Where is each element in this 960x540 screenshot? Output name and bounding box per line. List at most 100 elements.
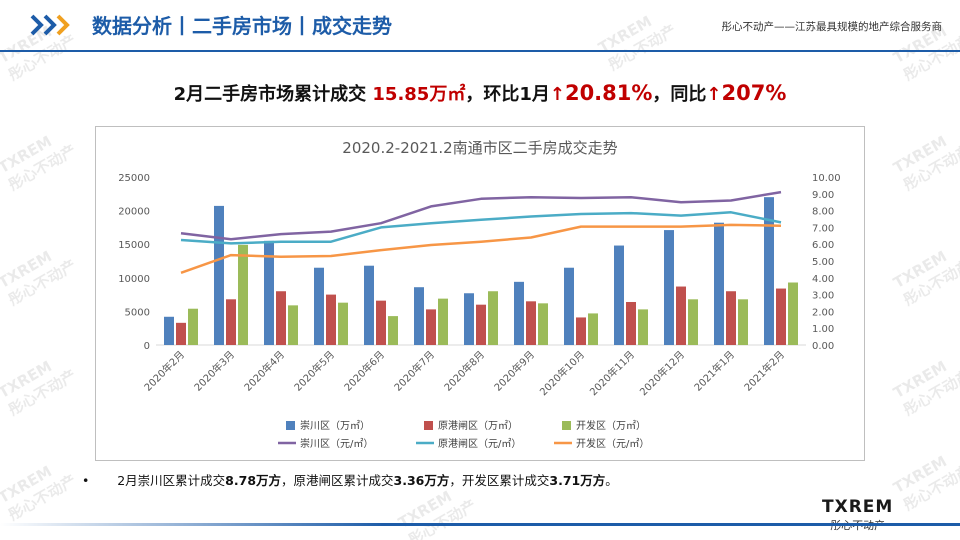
bar: [688, 299, 698, 345]
y-left-tick-label: 5000: [125, 307, 150, 318]
headline-text: ，环比1月: [465, 84, 550, 105]
legend-label: 原港闸区（万㎡）: [438, 419, 518, 432]
bullet-value: 3.36万方: [393, 473, 450, 488]
bullet-value: 3.71万方: [549, 473, 606, 488]
headline-total: 15.85万㎡: [372, 84, 466, 105]
summary-bullet: • 2月崇川区累计成交8.78万方，原港闸区累计成交3.36万方，开发区累计成交…: [82, 470, 618, 489]
bullet-text: ，原港闸区累计成交: [281, 473, 394, 488]
y-right-tick-label: 0.00: [812, 341, 834, 352]
chevron-right-icon: [30, 14, 70, 36]
bullet-text: ，开发区累计成交: [449, 473, 550, 488]
watermark: TXREM 彤心不动产: [0, 132, 80, 195]
headline: 2月二手房市场累计成交 15.85万㎡，环比1月↑20.81%，同比↑207%: [0, 80, 960, 106]
footer-logo: TXREM 彤心不动产: [822, 497, 893, 533]
headline-mom: 20.81%: [564, 81, 653, 105]
y-left-tick-label: 10000: [118, 274, 150, 285]
bar: [488, 291, 498, 345]
series-line: [180, 211, 782, 245]
bar: [588, 313, 598, 345]
bar: [538, 303, 548, 345]
y-right-tick-label: 5.00: [812, 257, 834, 268]
company-slogan: 彤心不动产——江苏最具规模的地产综合服务商: [721, 21, 943, 33]
watermark: TXREM 彤心不动产: [0, 357, 80, 420]
bar: [188, 308, 198, 345]
bar: [576, 317, 586, 345]
x-tick-label: 2020年5月: [291, 348, 337, 394]
header: 数据分析丨二手房市场丨成交走势 彤心不动产——江苏最具规模的地产综合服务商: [0, 0, 960, 52]
y-right-tick-label: 8.00: [812, 207, 834, 218]
y-left-tick-label: 0: [144, 341, 150, 352]
bullet-value: 8.78万方: [225, 473, 282, 488]
bar: [464, 293, 474, 345]
header-divider: [0, 50, 960, 52]
bar: [726, 291, 736, 345]
bar: [776, 288, 786, 345]
y-left-tick-label: 25000: [118, 173, 150, 184]
x-tick-label: 2021年2月: [741, 348, 787, 394]
bar: [638, 309, 648, 345]
series-line: [180, 223, 782, 274]
y-right-tick-label: 2.00: [812, 307, 834, 318]
x-tick-label: 2020年7月: [391, 348, 437, 394]
bar: [214, 205, 224, 345]
bar: [376, 300, 386, 345]
legend-label: 开发区（元/㎡）: [576, 437, 649, 450]
chart-title: 2020.2-2021.2南通市区二手房成交走势: [342, 139, 617, 157]
bar: [276, 291, 286, 345]
headline-text: 2月二手房市场累计成交: [173, 84, 367, 105]
bar: [476, 304, 486, 345]
bar: [426, 309, 436, 345]
x-tick-label: 2020年4月: [241, 348, 287, 394]
y-right-tick-label: 7.00: [812, 223, 834, 234]
headline-text: ，同比: [652, 84, 707, 105]
watermark: TXREM 彤心不动产: [890, 357, 960, 420]
bar: [176, 322, 186, 345]
bar: [414, 287, 424, 345]
arrow-up-icon: ↑: [549, 84, 565, 105]
bar: [438, 298, 448, 345]
bullet-text: 2月崇川区累计成交: [117, 473, 226, 488]
chart-container: 2020.2-2021.2南通市区二手房成交走势 0 5000 10000 15000 2…: [95, 126, 865, 461]
legend-label: 崇川区（元/㎡）: [300, 438, 373, 450]
bar: [564, 267, 574, 345]
footer-brand: TXREM: [822, 497, 894, 517]
bar: [676, 286, 686, 345]
y-right-tick-label: 1.00: [812, 324, 834, 335]
bar: [788, 282, 798, 345]
combo-chart: 2020.2-2021.2南通市区二手房成交走势 0 5000 10000 15000 2…: [118, 139, 841, 450]
bar: [238, 244, 248, 345]
bar: [338, 302, 348, 345]
page-title: 数据分析丨二手房市场丨成交走势: [92, 14, 392, 38]
x-tick-label: 2020年8月: [441, 348, 487, 394]
watermark: TXREM 彤心不动产: [890, 452, 960, 515]
bar: [714, 222, 724, 345]
bar: [614, 245, 624, 345]
bar: [314, 267, 324, 345]
bar: [364, 265, 374, 345]
bar: [264, 240, 274, 345]
legend-swatch: [562, 421, 571, 430]
bar: [764, 197, 774, 345]
watermark: TXREM 彤心不动产: [890, 247, 960, 310]
y-left-tick-label: 20000: [118, 207, 150, 218]
bar: [326, 294, 336, 345]
watermark: TXREM 彤心不动产: [890, 132, 960, 195]
y-right-tick-label: 10.00: [812, 173, 841, 184]
y-left-tick-label: 15000: [118, 240, 150, 251]
x-tick-label: 2020年10月: [537, 348, 587, 398]
x-tick-label: 2020年9月: [491, 348, 537, 394]
footer-bar: [0, 523, 960, 526]
x-tick-label: 2020年12月: [637, 348, 687, 398]
legend-label: 崇川区（万㎡）: [300, 420, 370, 432]
x-tick-label: 2020年11月: [587, 348, 637, 398]
legend-label: 开发区（万㎡）: [576, 419, 646, 432]
y-right-tick-label: 9.00: [812, 190, 834, 201]
bar: [738, 299, 748, 345]
legend-swatch: [286, 421, 295, 430]
bar: [288, 305, 298, 345]
headline-yoy: 207%: [721, 81, 787, 105]
bar: [626, 301, 636, 345]
bar: [226, 299, 236, 345]
y-right-tick-label: 6.00: [812, 240, 834, 251]
bar: [164, 316, 174, 345]
